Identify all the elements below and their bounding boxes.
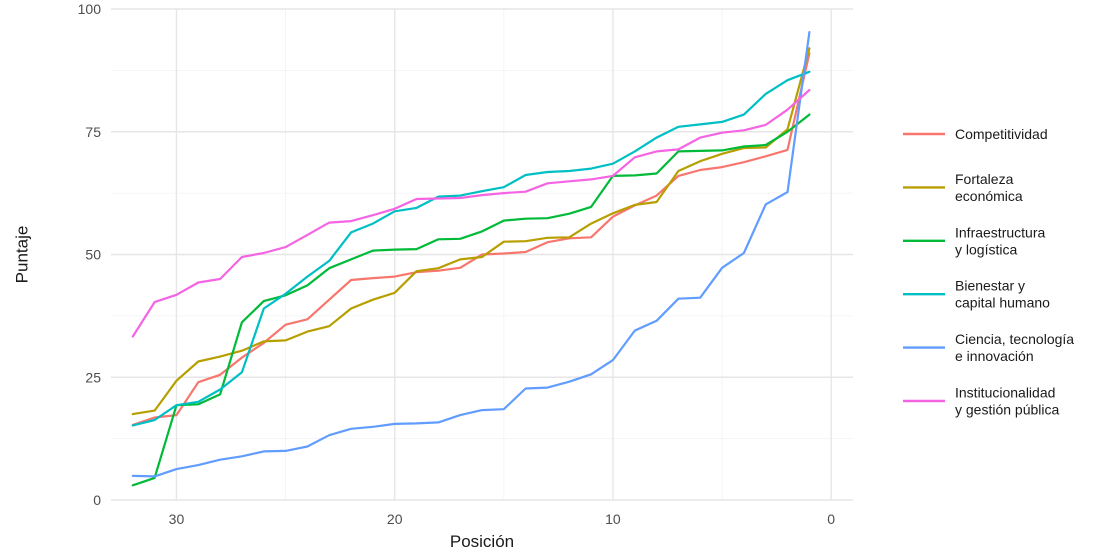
legend-label: capital humano <box>955 295 1050 311</box>
y-tick-label: 25 <box>85 369 101 385</box>
legend-label: e innovación <box>955 348 1034 364</box>
x-tick-label: 20 <box>387 511 403 527</box>
legend-label: y logística <box>955 241 1017 257</box>
series-line-0 <box>131 52 811 426</box>
x-tick-label: 30 <box>169 511 185 527</box>
legend-label: económica <box>955 188 1023 204</box>
legend-label: Bienestar y <box>955 278 1025 294</box>
y-tick-label: 50 <box>85 247 101 263</box>
x-axis-title: Posición <box>450 532 514 551</box>
y-axis-title: Puntaje <box>12 226 31 284</box>
x-tick-label: 0 <box>827 511 835 527</box>
series-lines <box>131 30 811 487</box>
series-line-5 <box>131 88 811 338</box>
x-tick-label: 10 <box>605 511 621 527</box>
series-line-4 <box>131 30 811 478</box>
series-line-1 <box>131 47 811 416</box>
series-line-3 <box>131 70 811 427</box>
legend-label: Ciencia, tecnología <box>955 331 1074 347</box>
legend-item-0: Competitividad <box>903 126 1048 142</box>
legend-label: y gestión pública <box>955 402 1060 418</box>
legend-label: Infraestructura <box>955 224 1045 240</box>
y-tick-label: 75 <box>85 124 101 140</box>
series-line-2 <box>131 113 811 487</box>
y-tick-label: 100 <box>78 1 102 17</box>
legend-label: Competitividad <box>955 126 1048 142</box>
legend-label: Fortaleza <box>955 171 1014 187</box>
legend-label: Institucionalidad <box>955 385 1055 401</box>
y-tick-label: 0 <box>93 492 101 508</box>
